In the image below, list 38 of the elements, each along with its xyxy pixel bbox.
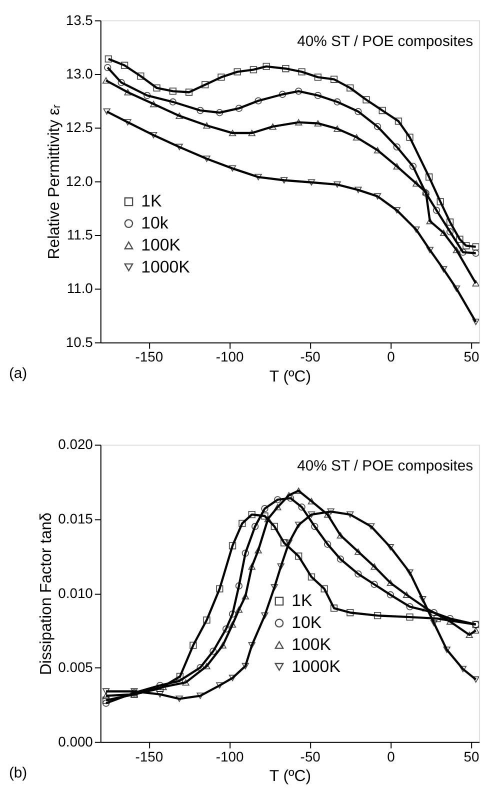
x-tick-label: -100 — [216, 348, 244, 365]
legend-label: 100K — [292, 634, 332, 654]
x-tick-label: -150 — [135, 748, 164, 764]
x-tick-label: -50 — [300, 748, 321, 764]
y-tick-label: 11.5 — [66, 226, 94, 242]
y-tick-label: 10.5 — [66, 334, 94, 350]
legend-label: 1K — [292, 591, 314, 610]
text: (a) — [8, 366, 28, 382]
x-tick-label: 0 — [387, 348, 396, 365]
legend-label: 1000K — [141, 257, 191, 276]
y-tick-label: 12.0 — [66, 172, 94, 189]
y-tick-label: 0.010 — [58, 584, 94, 601]
legend-label: 10k — [141, 214, 169, 233]
x-tick-label: -50 — [300, 348, 321, 365]
y-axis-title: Dissipation Factor tanδ — [38, 512, 56, 676]
x-axis-title: T (ºC) — [269, 768, 312, 786]
y-tick-label: 11.0 — [66, 280, 94, 296]
legend-label: 100K — [141, 235, 182, 254]
y-tick-label: 0.020 — [58, 436, 94, 452]
x-tick-label: 50 — [464, 748, 480, 764]
annotation: 40% ST / POE composites — [297, 458, 474, 475]
y-tick-label: 13.0 — [66, 65, 94, 82]
y-tick-label: 12.5 — [66, 119, 94, 136]
legend-label: 1000K — [292, 656, 342, 676]
y-axis-title: Relative Permittivity εᵣ — [46, 104, 63, 260]
legend-label: 10K — [292, 613, 322, 632]
annotation: 40% ST / POE composites — [297, 34, 474, 50]
x-tick-label: 0 — [387, 748, 396, 764]
x-tick-label: -150 — [135, 348, 164, 365]
y-tick-label: 0.005 — [58, 659, 94, 676]
x-tick-label: -100 — [216, 748, 244, 764]
y-tick-label: 0.000 — [58, 733, 94, 750]
y-tick-label: 0.015 — [58, 510, 94, 526]
x-tick-label: 50 — [464, 348, 480, 365]
text: (b) — [8, 766, 28, 782]
x-axis-title: T (ºC) — [269, 368, 312, 386]
legend-label: 1K — [141, 192, 163, 211]
y-tick-label: 13.5 — [66, 12, 94, 28]
